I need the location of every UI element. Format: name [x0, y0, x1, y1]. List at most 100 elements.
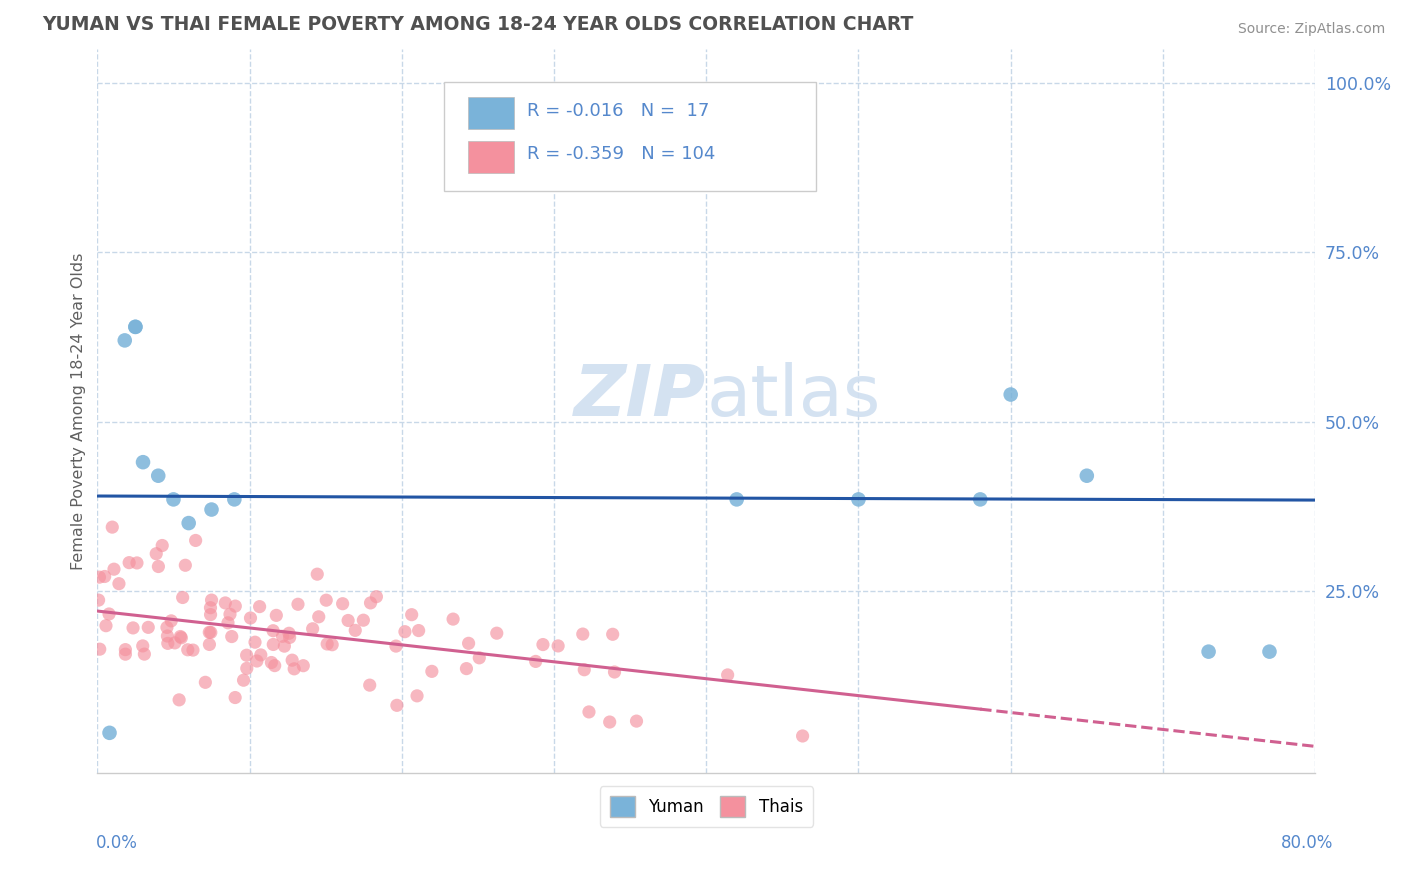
Point — [200, 593, 222, 607]
Point — [103, 562, 125, 576]
Point — [94, 618, 117, 632]
Text: R = -0.359   N = 104: R = -0.359 N = 104 — [527, 145, 716, 163]
Point — [224, 690, 246, 705]
Text: 80.0%: 80.0% — [1281, 834, 1333, 852]
Point — [385, 639, 408, 653]
Point — [181, 643, 204, 657]
Point — [177, 516, 200, 530]
Point — [184, 533, 207, 548]
Y-axis label: Female Poverty Among 18-24 Year Olds: Female Poverty Among 18-24 Year Olds — [72, 252, 86, 570]
Point — [198, 625, 221, 640]
Point — [394, 624, 416, 639]
Point — [287, 597, 309, 611]
Point — [163, 636, 186, 650]
Point — [89, 570, 111, 584]
Point — [1000, 387, 1022, 401]
Point — [281, 653, 304, 667]
Point — [468, 650, 491, 665]
Point — [360, 596, 382, 610]
Point — [134, 647, 156, 661]
Point — [167, 693, 190, 707]
Point — [352, 613, 374, 627]
Point — [1258, 645, 1281, 659]
Point — [602, 627, 624, 641]
Point — [626, 714, 648, 728]
Point — [122, 621, 145, 635]
Point — [366, 590, 388, 604]
Point — [114, 647, 136, 661]
Point — [148, 559, 170, 574]
Point — [531, 638, 554, 652]
Point — [260, 656, 283, 670]
Point — [603, 665, 626, 679]
Point — [236, 661, 259, 675]
Point — [359, 678, 381, 692]
Text: Source: ZipAtlas.com: Source: ZipAtlas.com — [1237, 22, 1385, 37]
FancyBboxPatch shape — [468, 97, 513, 129]
Point — [1198, 645, 1220, 659]
Point — [114, 642, 136, 657]
Point — [315, 593, 337, 607]
Point — [224, 492, 246, 507]
Point — [337, 614, 360, 628]
Point — [278, 626, 301, 640]
Point — [457, 636, 479, 650]
Point — [170, 631, 193, 645]
Point — [156, 620, 179, 634]
Point — [401, 607, 423, 622]
Text: 0.0%: 0.0% — [96, 834, 138, 852]
Point — [385, 698, 408, 713]
Point — [456, 662, 478, 676]
Point — [249, 648, 271, 662]
Point — [441, 612, 464, 626]
Point — [214, 596, 236, 610]
Point — [344, 624, 367, 638]
Point — [524, 655, 547, 669]
Point — [200, 600, 222, 615]
Point — [132, 639, 155, 653]
Point — [98, 607, 121, 621]
Point — [262, 624, 284, 638]
Point — [308, 609, 330, 624]
Point — [124, 319, 146, 334]
Point — [321, 638, 343, 652]
Text: atlas: atlas — [706, 362, 880, 432]
Point — [87, 593, 110, 607]
Point — [1076, 468, 1098, 483]
Point — [307, 567, 329, 582]
Point — [578, 705, 600, 719]
Point — [200, 625, 222, 640]
Point — [162, 492, 184, 507]
Point — [198, 637, 221, 651]
Point — [316, 637, 339, 651]
Text: ZIP: ZIP — [574, 362, 706, 432]
Point — [118, 556, 141, 570]
Point — [283, 662, 305, 676]
Point — [232, 673, 254, 688]
Point — [792, 729, 814, 743]
Point — [156, 636, 179, 650]
FancyBboxPatch shape — [444, 82, 815, 191]
Point — [292, 658, 315, 673]
Point — [93, 569, 115, 583]
Point — [148, 468, 170, 483]
Point — [217, 615, 239, 630]
Point — [160, 614, 183, 628]
Point — [224, 599, 246, 613]
Point — [221, 630, 243, 644]
FancyBboxPatch shape — [468, 141, 513, 172]
Point — [239, 611, 262, 625]
Point — [243, 635, 266, 649]
Point — [266, 608, 288, 623]
Point — [132, 455, 155, 469]
Point — [332, 597, 354, 611]
Point — [194, 675, 217, 690]
Point — [219, 607, 242, 622]
Point — [485, 626, 508, 640]
Point — [717, 668, 740, 682]
Point — [125, 556, 148, 570]
Point — [89, 642, 111, 657]
Point — [172, 591, 194, 605]
Point — [249, 599, 271, 614]
Point — [98, 726, 121, 740]
